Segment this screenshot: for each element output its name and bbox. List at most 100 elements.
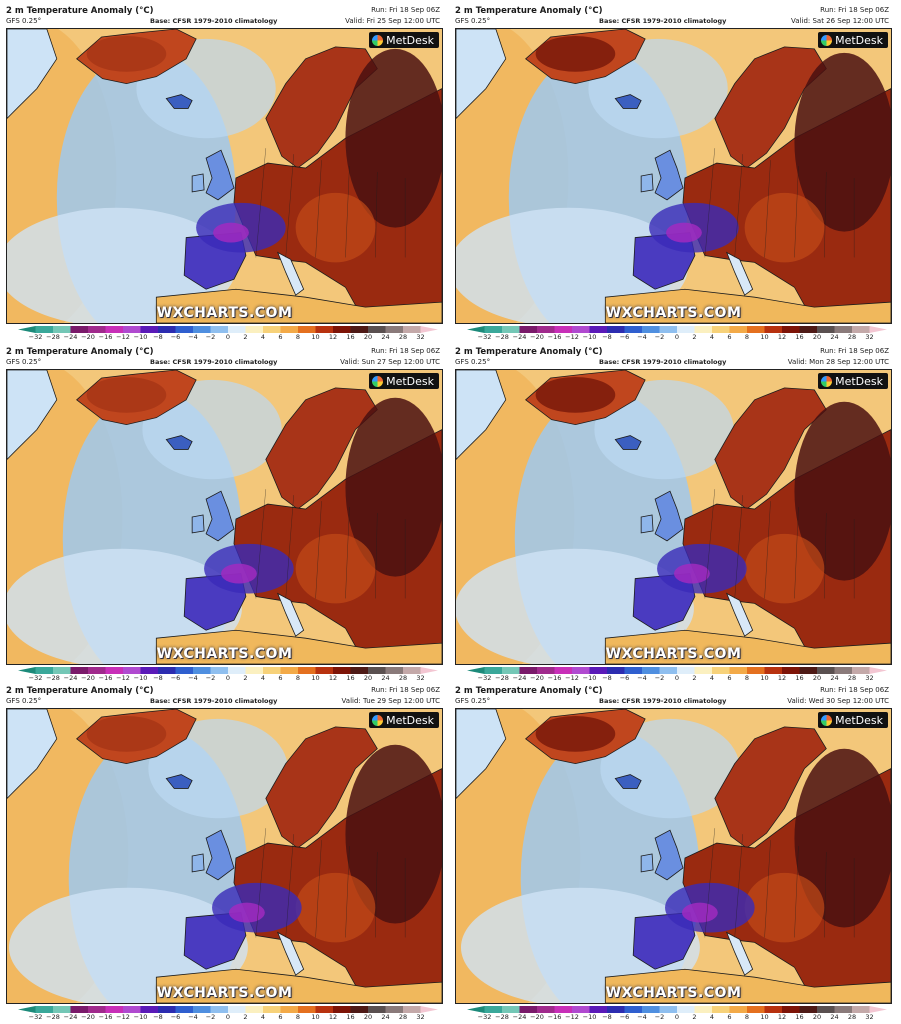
color-bar-tick: 6 xyxy=(727,1013,732,1021)
color-bar-swatch xyxy=(70,326,89,333)
color-bar-swatch xyxy=(572,326,590,333)
color-bar-swatch xyxy=(589,667,608,674)
color-bar-tick: 4 xyxy=(709,674,715,682)
anomaly-map[interactable]: MetDesk WXCHARTS.COM xyxy=(6,708,443,1004)
color-bar-tick: −6 xyxy=(619,674,630,682)
country-border xyxy=(375,172,378,258)
color-bar-tick: 28 xyxy=(398,674,408,682)
anomaly-map[interactable]: MetDesk WXCHARTS.COM xyxy=(455,369,892,665)
color-bar-swatch xyxy=(589,1006,608,1013)
color-bar-swatch xyxy=(158,326,176,333)
greenland-landmass xyxy=(76,709,197,765)
color-bar-tick: 4 xyxy=(260,1013,266,1021)
extreme-cold-spot xyxy=(681,902,718,923)
color-bar-tick: −12 xyxy=(116,674,130,682)
color-bar-swatch xyxy=(350,326,369,333)
color-bar-tick: 16 xyxy=(346,1013,355,1021)
country-border xyxy=(315,160,322,258)
run-time: Run: Fri 18 Sep 06Z xyxy=(820,6,889,14)
color-bar-tick: 2 xyxy=(692,1013,697,1021)
color-bar-swatch xyxy=(280,326,299,333)
metdesk-icon xyxy=(372,34,384,46)
color-bar-swatch xyxy=(315,1006,334,1013)
greenland-anomaly xyxy=(86,376,167,413)
climatology-base: Base: CFSR 1979-2010 climatology xyxy=(150,358,278,366)
color-bar-tick: 20 xyxy=(812,333,822,341)
color-bar-swatch xyxy=(105,667,124,674)
color-bar-swatch xyxy=(193,1006,211,1013)
panel-header: 2 m Temperature Anomaly (°C) GFS 0.25° Bas… xyxy=(449,684,893,708)
color-bar-tick: −6 xyxy=(170,1013,181,1021)
color-bar-tick: 20 xyxy=(812,674,822,682)
color-bar-tick: 6 xyxy=(727,674,732,682)
hot-core-russia xyxy=(345,397,442,577)
run-time: Run: Fri 18 Sep 06Z xyxy=(371,686,440,694)
iceland-landmass xyxy=(614,94,642,109)
metdesk-name: MetDesk xyxy=(835,33,883,47)
color-bar-tick: −12 xyxy=(116,1013,130,1021)
color-bar-swatch xyxy=(624,1006,643,1013)
color-bar-tick: −32 xyxy=(477,333,492,341)
color-bar-tick: −28 xyxy=(46,674,60,682)
color-bar-tick: 2 xyxy=(692,333,697,341)
model-label: GFS 0.25° xyxy=(455,697,491,705)
color-bar xyxy=(18,1006,438,1013)
color-bar-swatch xyxy=(729,667,748,674)
color-bar-tick: 8 xyxy=(295,1013,301,1021)
color-bar-swatch xyxy=(589,326,608,333)
color-bar-tick: 0 xyxy=(674,333,680,341)
color-bar-swatch xyxy=(659,326,678,333)
color-bar-swatch xyxy=(420,326,438,333)
color-bar-swatch xyxy=(385,667,404,674)
iceland-landmass xyxy=(614,774,642,789)
color-bar-tick: −10 xyxy=(133,1013,148,1021)
color-bar-tick: 4 xyxy=(260,674,266,682)
color-bar-swatch xyxy=(35,326,54,333)
color-bar-swatch xyxy=(35,667,54,674)
ireland-landmass xyxy=(640,514,654,534)
color-bar-tick: −28 xyxy=(495,333,509,341)
color-bar-tick: 28 xyxy=(398,333,408,341)
panel-title: 2 m Temperature Anomaly (°C) xyxy=(6,347,154,357)
color-bar-swatch xyxy=(869,1006,887,1013)
color-bar-tick: 20 xyxy=(363,674,373,682)
metdesk-icon xyxy=(372,714,384,726)
country-border xyxy=(285,495,294,599)
canada-landmass xyxy=(456,370,507,460)
panel-header: 2 m Temperature Anomaly (°C) GFS 0.25° Bas… xyxy=(449,345,893,369)
color-bar-swatch xyxy=(607,326,625,333)
color-bar-swatch xyxy=(712,326,730,333)
color-bar-swatch xyxy=(747,667,765,674)
color-bar-tick: −20 xyxy=(530,333,544,341)
anomaly-map[interactable]: MetDesk WXCHARTS.COM xyxy=(455,28,892,324)
wxcharts-watermark: WXCHARTS.COM xyxy=(156,985,293,1001)
color-bar-canvas xyxy=(467,1006,887,1013)
color-bar-tick: 0 xyxy=(674,674,680,682)
color-bar-swatch xyxy=(158,667,176,674)
anomaly-map[interactable]: MetDesk WXCHARTS.COM xyxy=(6,369,443,665)
color-bar-swatch xyxy=(554,1006,573,1013)
color-bar-swatch xyxy=(88,667,106,674)
color-bar-swatch xyxy=(607,1006,625,1013)
panel-header: 2 m Temperature Anomaly (°C) GFS 0.25° Bas… xyxy=(449,4,893,28)
color-bar-tick: 4 xyxy=(260,333,266,341)
color-bar-swatch xyxy=(572,667,590,674)
color-bar-swatch xyxy=(210,667,229,674)
color-bar-swatch xyxy=(502,1006,520,1013)
color-bar-tick: 6 xyxy=(278,333,283,341)
color-bar-swatch xyxy=(624,326,643,333)
anomaly-map[interactable]: MetDesk WXCHARTS.COM xyxy=(6,28,443,324)
ireland-landmass xyxy=(191,853,205,873)
color-bar-tick: 24 xyxy=(381,674,390,682)
iceland-landmass xyxy=(614,435,642,450)
color-bar-swatch xyxy=(554,667,573,674)
color-bar-canvas xyxy=(18,326,438,333)
anomaly-map[interactable]: MetDesk WXCHARTS.COM xyxy=(455,708,892,1004)
color-bar-tick: 16 xyxy=(346,333,355,341)
metdesk-name: MetDesk xyxy=(835,713,883,727)
color-bar-tick: 8 xyxy=(744,333,750,341)
run-time: Run: Fri 18 Sep 06Z xyxy=(820,686,889,694)
color-bar-tick: −24 xyxy=(512,1013,527,1021)
ireland-landmass xyxy=(640,853,654,873)
